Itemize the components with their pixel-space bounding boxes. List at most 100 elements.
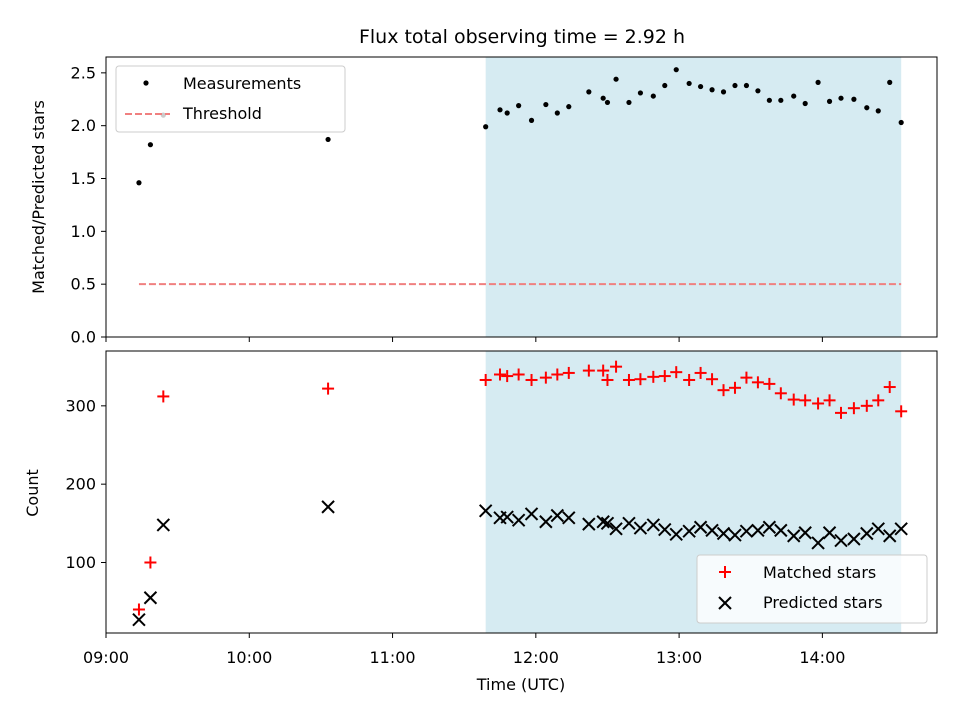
matched-star-point (144, 556, 157, 569)
predicted-star-point (550, 508, 565, 523)
predicted-star-point (524, 507, 539, 521)
count-x-tick-label: 11:00 (369, 648, 415, 667)
count-y-tick-label: 200 (65, 475, 96, 494)
measurement-point (826, 98, 833, 104)
measurement-point (732, 82, 738, 89)
ratio-y-tick-label: 1.0 (71, 222, 96, 241)
predicted-star-point (539, 515, 553, 529)
measurement-point (815, 79, 821, 85)
predicted-star-point (682, 524, 696, 538)
count-x-ticks: 09:00 10:00 11:00 12:00 13:00 14:00 (83, 633, 845, 667)
measurement-point (875, 108, 881, 114)
measurement-point (613, 76, 619, 82)
matched-star-point (525, 373, 538, 386)
predicted-star-point (646, 518, 661, 532)
matched-star-point (717, 384, 730, 397)
legend-matched-marker (719, 566, 731, 578)
matched-star-point (683, 373, 696, 386)
measurement-point (802, 100, 808, 107)
matched-star-point (582, 364, 595, 377)
predicted-star-point (739, 524, 754, 538)
matched-star-point (751, 376, 764, 389)
matched-star-point (322, 382, 335, 395)
legend-measurements-label: Measurements (183, 74, 301, 93)
measurement-point (709, 87, 715, 93)
measurement-point (887, 79, 893, 85)
measurement-point (864, 105, 870, 111)
measurement-point (637, 90, 644, 96)
measurement-point (778, 97, 784, 103)
predicted-star-point (716, 526, 731, 541)
matched-star-point (501, 370, 514, 383)
matched-star-point (634, 373, 647, 386)
predicted-star-point (811, 536, 825, 550)
matched-star-point (562, 366, 575, 379)
count-y-ticks: 100 200 300 (65, 396, 106, 572)
ratio-panel: 0.0 0.5 1.0 1.5 2.0 2.5 Matched/Predicted sta… (29, 56, 938, 347)
count-legend-box (696, 554, 928, 624)
measurement-point (720, 89, 727, 95)
matched-star-point (860, 399, 873, 412)
measurement-point (898, 119, 904, 126)
matched-star-point (622, 373, 635, 386)
measurement-point (516, 103, 522, 109)
count-legend: Matched stars Predicted stars (696, 554, 928, 624)
matched-star-point (658, 370, 671, 383)
measurement-point (600, 95, 606, 101)
legend-predicted-marker (718, 596, 732, 610)
matched-star-point (610, 360, 623, 373)
legend-matched-label: Matched stars (763, 563, 876, 582)
count-x-tick-label: 09:00 (83, 648, 129, 667)
measurement-point (697, 83, 704, 90)
measurement-point (650, 93, 656, 99)
measurement-point (504, 110, 510, 116)
predicted-star-point (596, 515, 610, 529)
matched-star-point (895, 405, 908, 418)
measurement-point (791, 93, 797, 99)
predicted-star-point (762, 520, 777, 534)
count-x-tick-label: 13:00 (656, 648, 702, 667)
predicted-star-point (622, 516, 636, 531)
matched-star-point (774, 387, 787, 400)
matched-star-point (787, 393, 800, 406)
predicted-star-point (798, 526, 812, 540)
ratio-y-tick-label: 0.0 (71, 328, 96, 347)
ratio-y-tick-label: 2.0 (71, 116, 96, 135)
matched-star-point (539, 371, 552, 384)
count-x-tick-label: 10:00 (226, 648, 272, 667)
measurement-point (673, 67, 679, 73)
matched-star-point (823, 394, 836, 407)
measurement-point (147, 142, 154, 148)
matched-star-point (728, 381, 741, 394)
matched-star-point (812, 397, 825, 410)
matched-stars-points (132, 360, 908, 616)
predicted-star-point (847, 532, 861, 546)
matched-star-point (694, 366, 707, 379)
measurement-points (136, 67, 904, 186)
predicted-star-point (693, 520, 708, 534)
predicted-star-point (774, 523, 788, 538)
count-panel: 100 200 300 09:00 10:00 11:00 12:00 13:00 14:00… (23, 350, 938, 694)
matched-star-point (479, 373, 492, 386)
measurement-point (766, 97, 772, 103)
predicted-star-point (478, 504, 493, 518)
matched-star-point (706, 373, 719, 386)
measurement-point (662, 82, 668, 89)
count-x-tick-label: 12:00 (513, 648, 559, 667)
predicted-star-point (822, 526, 837, 540)
predicted-star-point (582, 517, 596, 531)
ratio-legend-box (115, 65, 346, 133)
predicted-star-point (156, 518, 171, 532)
predicted-star-point (883, 529, 897, 543)
matched-star-point (799, 394, 812, 407)
x-axis-label: Time (UTC) (476, 675, 565, 694)
predicted-star-point (658, 522, 672, 537)
count-y-axis-label: Count (23, 469, 42, 517)
legend-predicted-label: Predicted stars (763, 593, 883, 612)
predicted-star-point (860, 526, 874, 541)
predicted-star-point (787, 529, 801, 543)
ratio-y-tick-label: 1.5 (71, 169, 96, 188)
observing-window-shade (485, 57, 902, 337)
matched-star-point (157, 390, 170, 403)
matched-star-point (847, 402, 860, 415)
